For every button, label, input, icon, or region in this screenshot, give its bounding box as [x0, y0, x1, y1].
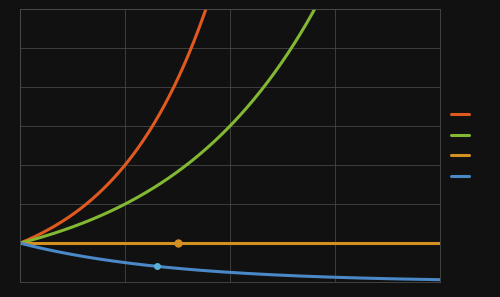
- Line: Q₁₀ = 0.5: Q₁₀ = 0.5: [20, 243, 440, 280]
- Q₁₀ = 0.5: [437, 278, 443, 282]
- Q₁₀ = 1: [361, 241, 367, 245]
- Q₁₀ = 2: [216, 135, 222, 138]
- Q₁₀ = 0.5: [216, 270, 222, 274]
- Q₁₀ = 0.5: [361, 276, 367, 280]
- Q₁₀ = 0.5: [219, 270, 225, 274]
- Q₁₀ = 2: [17, 241, 23, 245]
- Q₁₀ = 1: [17, 241, 23, 245]
- Q₁₀ = 2: [267, 77, 273, 81]
- Q₁₀ = 0.5: [17, 241, 23, 245]
- Q₁₀ = 1: [437, 241, 443, 245]
- Q₁₀ = 1: [244, 241, 250, 245]
- Q₁₀ = 0.5: [427, 278, 433, 281]
- Q₁₀ = 2: [244, 105, 250, 109]
- Q₁₀ = 1: [267, 241, 273, 245]
- Q₁₀ = 0.5: [244, 272, 250, 275]
- Q₁₀ = 1: [219, 241, 225, 245]
- Q₁₀ = 1: [216, 241, 222, 245]
- Q₁₀ = 2: [219, 132, 225, 136]
- Q₁₀ = 1: [427, 241, 433, 245]
- Legend: , , , : , , ,: [449, 108, 473, 184]
- Line: Q₁₀ = 3: Q₁₀ = 3: [20, 0, 440, 243]
- Q₁₀ = 0.5: [267, 273, 273, 277]
- Q₁₀ = 3: [17, 241, 23, 245]
- Line: Q₁₀ = 2: Q₁₀ = 2: [20, 0, 440, 243]
